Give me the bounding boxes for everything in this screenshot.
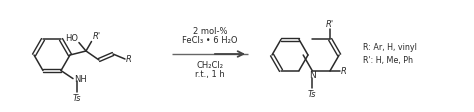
Text: R': R' bbox=[92, 32, 100, 41]
Text: R: Ar, H, vinyl: R: Ar, H, vinyl bbox=[363, 42, 417, 51]
Text: NH: NH bbox=[74, 74, 87, 83]
Text: 2 mol-%: 2 mol-% bbox=[193, 27, 227, 36]
Text: Ts: Ts bbox=[73, 93, 81, 102]
Text: r.t., 1 h: r.t., 1 h bbox=[195, 69, 225, 78]
Text: Ts: Ts bbox=[308, 89, 317, 98]
Text: R': H, Me, Ph: R': H, Me, Ph bbox=[363, 56, 413, 65]
Text: R: R bbox=[341, 67, 347, 75]
Text: FeCl₃ • 6 H₂O: FeCl₃ • 6 H₂O bbox=[182, 36, 238, 45]
Text: R: R bbox=[126, 55, 132, 64]
Text: HO: HO bbox=[65, 33, 78, 42]
Text: R': R' bbox=[326, 20, 334, 29]
Text: N: N bbox=[309, 70, 316, 79]
Text: CH₂Cl₂: CH₂Cl₂ bbox=[197, 60, 224, 69]
